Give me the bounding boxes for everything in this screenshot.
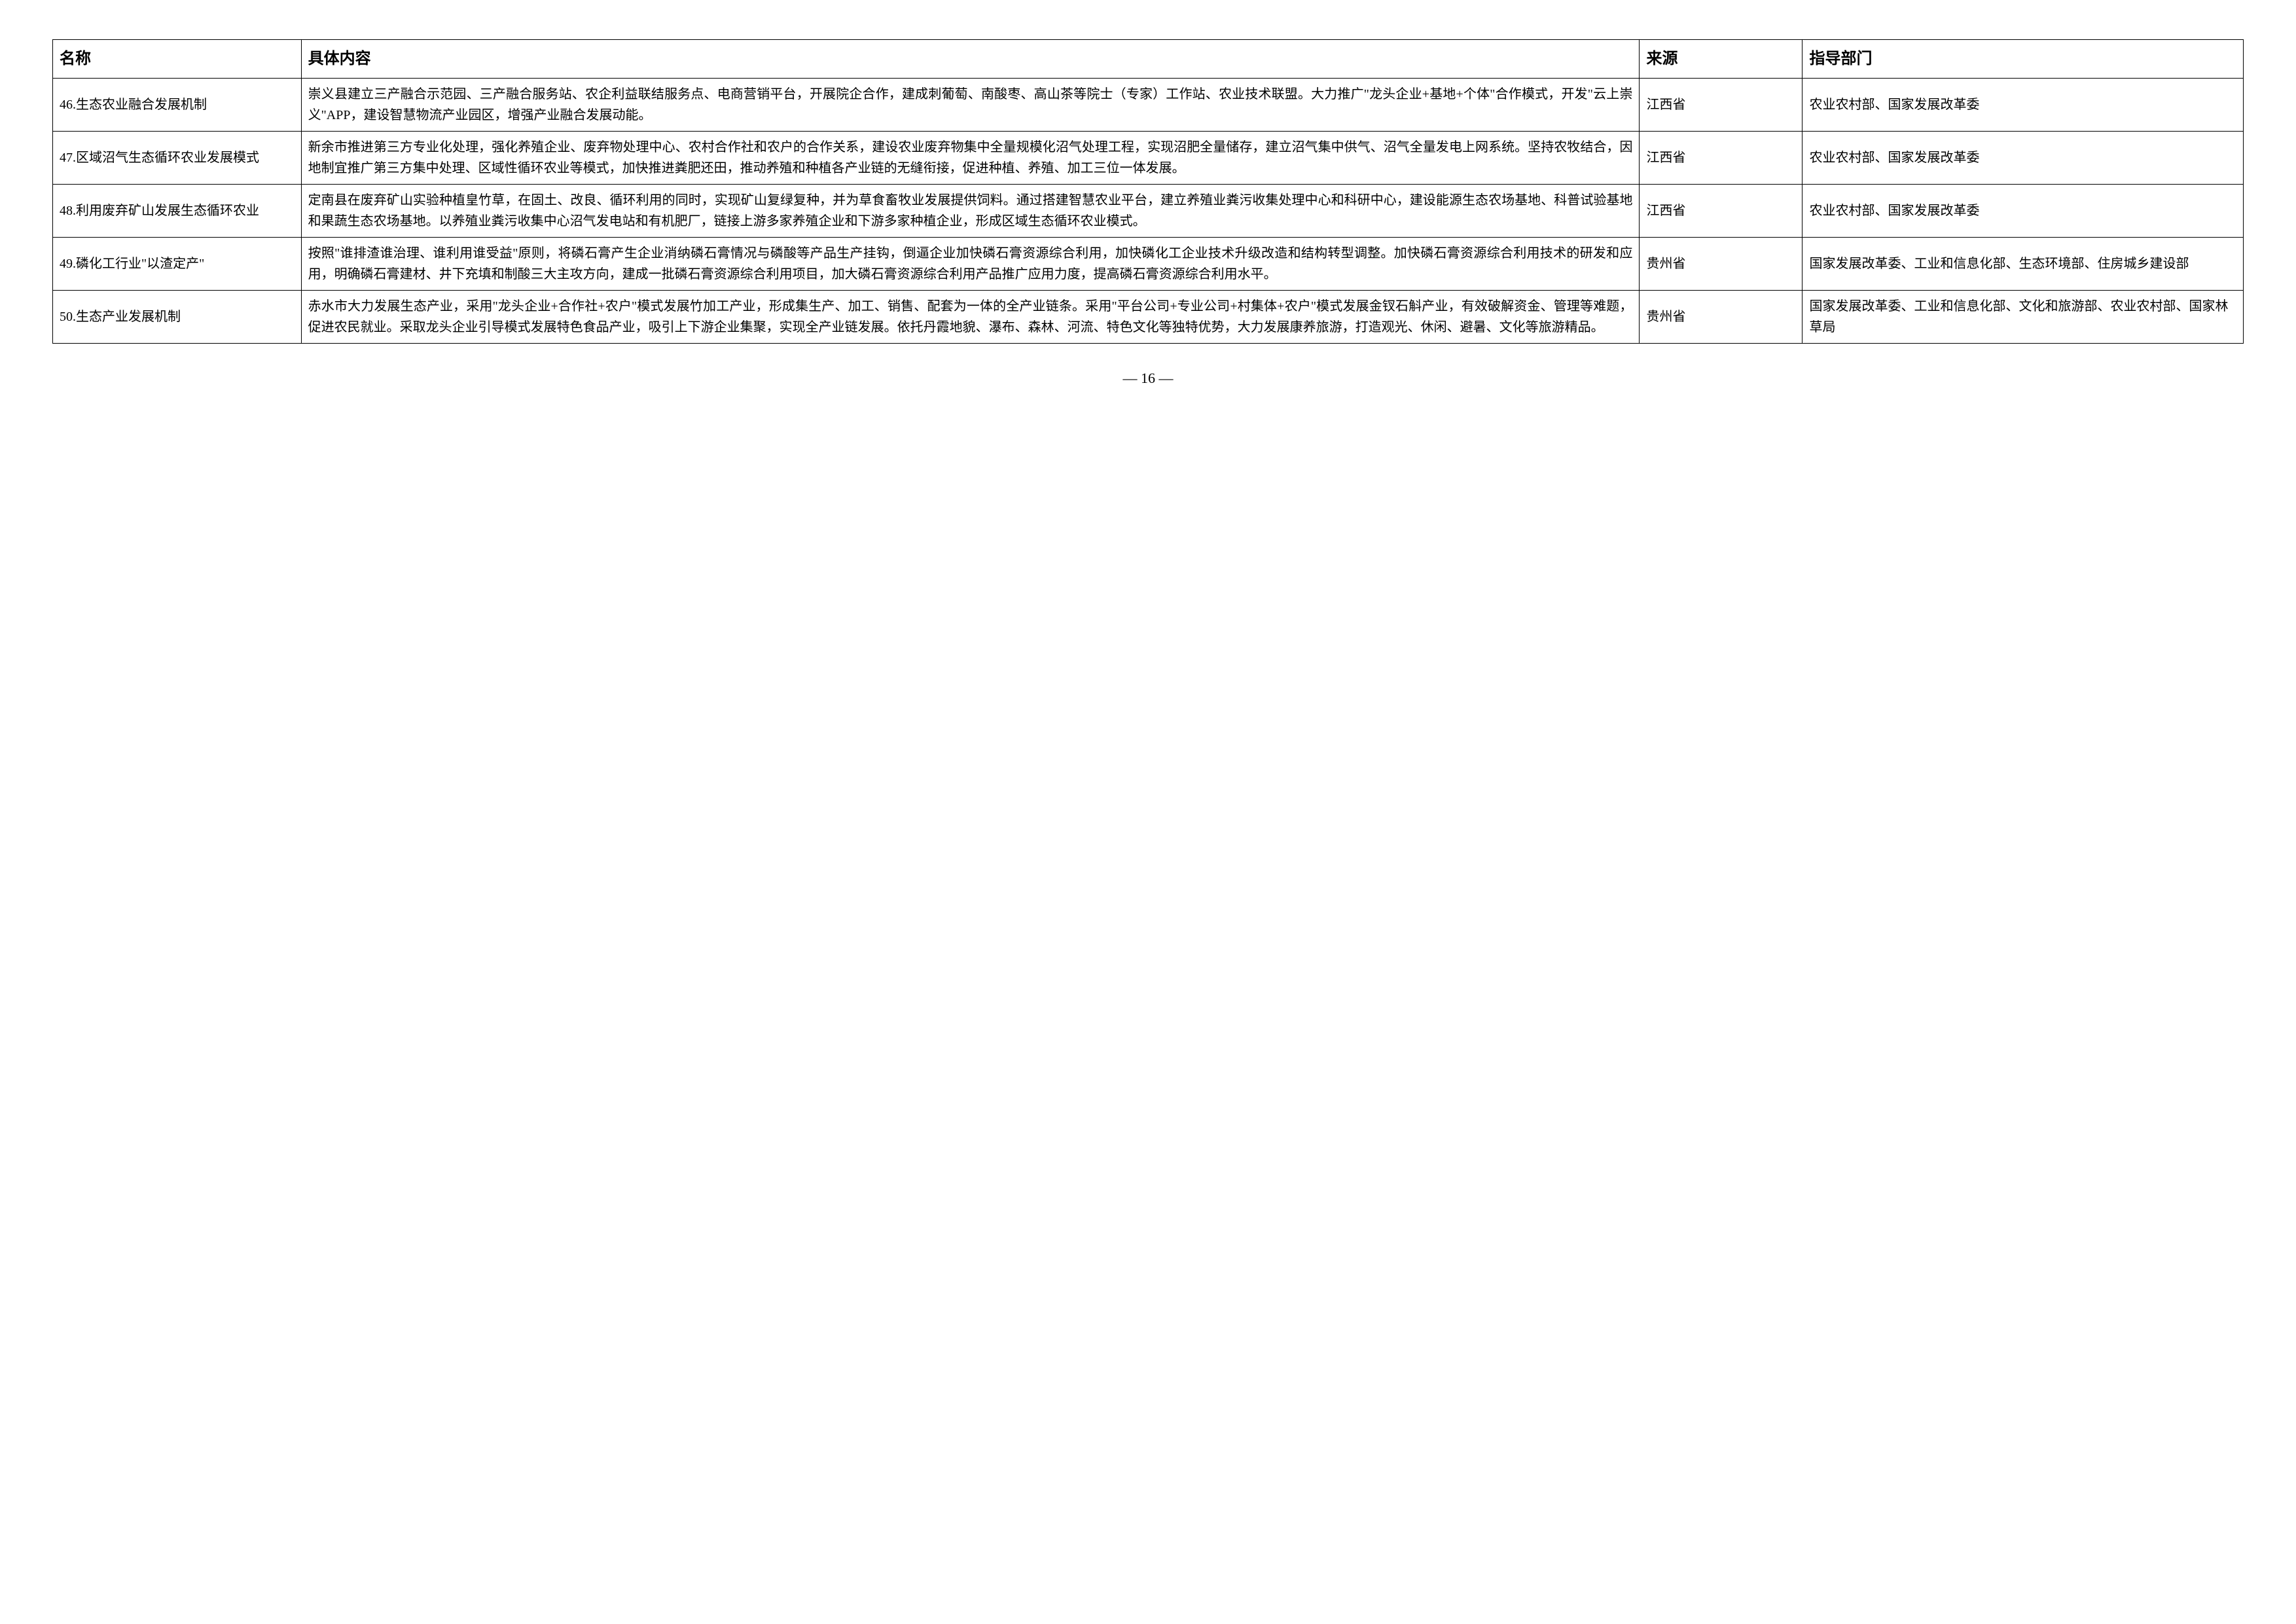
policy-table: 名称 具体内容 来源 指导部门 46.生态农业融合发展机制 崇义县建立三产融合示… xyxy=(52,39,2244,344)
cell-content: 崇义县建立三产融合示范园、三产融合服务站、农企利益联结服务点、电商营销平台，开展… xyxy=(301,79,1640,132)
cell-source: 贵州省 xyxy=(1640,238,1803,291)
cell-source: 贵州省 xyxy=(1640,291,1803,344)
header-source: 来源 xyxy=(1640,40,1803,79)
cell-name: 46.生态农业融合发展机制 xyxy=(53,79,302,132)
table-header-row: 名称 具体内容 来源 指导部门 xyxy=(53,40,2244,79)
cell-name: 48.利用废弃矿山发展生态循环农业 xyxy=(53,185,302,238)
cell-department: 农业农村部、国家发展改革委 xyxy=(1803,132,2244,185)
header-name: 名称 xyxy=(53,40,302,79)
table-row: 49.磷化工行业"以渣定产" 按照"谁排渣谁治理、谁利用谁受益"原则，将磷石膏产… xyxy=(53,238,2244,291)
cell-source: 江西省 xyxy=(1640,132,1803,185)
cell-name: 50.生态产业发展机制 xyxy=(53,291,302,344)
cell-content: 定南县在废弃矿山实验种植皇竹草，在固土、改良、循环利用的同时，实现矿山复绿复种，… xyxy=(301,185,1640,238)
table-row: 46.生态农业融合发展机制 崇义县建立三产融合示范园、三产融合服务站、农企利益联… xyxy=(53,79,2244,132)
cell-department: 国家发展改革委、工业和信息化部、生态环境部、住房城乡建设部 xyxy=(1803,238,2244,291)
cell-name: 49.磷化工行业"以渣定产" xyxy=(53,238,302,291)
header-department: 指导部门 xyxy=(1803,40,2244,79)
cell-department: 农业农村部、国家发展改革委 xyxy=(1803,79,2244,132)
cell-source: 江西省 xyxy=(1640,185,1803,238)
cell-name: 47.区域沼气生态循环农业发展模式 xyxy=(53,132,302,185)
cell-department: 农业农村部、国家发展改革委 xyxy=(1803,185,2244,238)
cell-content: 新余市推进第三方专业化处理，强化养殖企业、废弃物处理中心、农村合作社和农户的合作… xyxy=(301,132,1640,185)
cell-content: 按照"谁排渣谁治理、谁利用谁受益"原则，将磷石膏产生企业消纳磷石膏情况与磷酸等产… xyxy=(301,238,1640,291)
page-number: — 16 — xyxy=(52,370,2244,387)
header-content: 具体内容 xyxy=(301,40,1640,79)
table-row: 47.区域沼气生态循环农业发展模式 新余市推进第三方专业化处理，强化养殖企业、废… xyxy=(53,132,2244,185)
cell-department: 国家发展改革委、工业和信息化部、文化和旅游部、农业农村部、国家林草局 xyxy=(1803,291,2244,344)
cell-source: 江西省 xyxy=(1640,79,1803,132)
table-row: 48.利用废弃矿山发展生态循环农业 定南县在废弃矿山实验种植皇竹草，在固土、改良… xyxy=(53,185,2244,238)
table-row: 50.生态产业发展机制 赤水市大力发展生态产业，采用"龙头企业+合作社+农户"模… xyxy=(53,291,2244,344)
cell-content: 赤水市大力发展生态产业，采用"龙头企业+合作社+农户"模式发展竹加工产业，形成集… xyxy=(301,291,1640,344)
